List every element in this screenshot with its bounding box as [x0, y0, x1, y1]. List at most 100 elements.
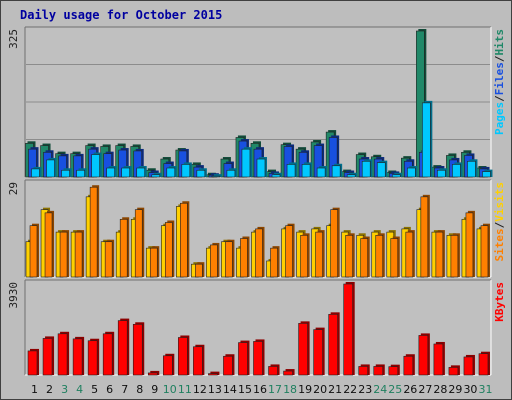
bar-kbytes-3-face	[57, 333, 68, 376]
x-tick-8: 8	[136, 383, 143, 396]
bar-kbytes-15-face	[238, 342, 248, 376]
bar-kbytes-12	[193, 344, 205, 376]
bar-sites-2-face	[44, 212, 53, 278]
legend-item-1-1: Pages	[493, 102, 506, 135]
bar-pages-17	[271, 172, 283, 178]
bar-sites-31	[480, 223, 490, 278]
bar-kbytes-8-face	[132, 323, 143, 376]
bar-pages-7	[121, 166, 132, 178]
bar-pages-19	[301, 162, 313, 178]
bar-kbytes-18	[283, 369, 295, 376]
bar-pages-12-face	[196, 169, 206, 178]
bar-pages-23	[361, 159, 373, 178]
bar-pages-26	[407, 166, 418, 178]
bar-pages-13-face	[211, 175, 221, 178]
x-tick-27: 27	[418, 383, 432, 396]
bar-pages-11	[181, 162, 192, 178]
bar-sites-24	[375, 233, 385, 278]
bar-pages-19-face	[301, 164, 311, 178]
legend-item-1-5: Hits	[493, 29, 506, 56]
x-tick-13: 13	[208, 383, 222, 396]
bar-kbytes-13-face	[208, 373, 218, 376]
bar-sites-14	[225, 239, 235, 278]
bar-sites-5	[89, 185, 100, 278]
bar-kbytes-10-face	[163, 355, 173, 376]
bar-pages-21-face	[331, 165, 341, 178]
bar-sites-22	[345, 233, 355, 278]
bar-sites-15-face	[240, 238, 248, 278]
bar-kbytes-1-face	[27, 350, 38, 376]
bar-sites-26-face	[405, 231, 414, 278]
bar-sites-26	[405, 230, 415, 278]
bar-kbytes-18-face	[283, 370, 293, 376]
bar-pages-4-face	[76, 169, 85, 178]
bar-pages-3-face	[61, 169, 70, 178]
x-tick-7: 7	[121, 383, 128, 396]
bar-sites-31-face	[480, 225, 489, 278]
x-tick-15: 15	[238, 383, 252, 396]
bar-kbytes-31-face	[478, 353, 489, 376]
bar-sites-19-face	[300, 235, 308, 278]
bar-pages-4	[76, 168, 87, 178]
bar-kbytes-3	[57, 331, 70, 376]
bar-kbytes-30	[463, 354, 475, 376]
x-tick-11: 11	[178, 383, 192, 396]
bar-sites-8-face	[134, 209, 143, 278]
bar-sites-18-face	[285, 225, 293, 278]
bar-pages-31-face	[482, 171, 491, 178]
bar-sites-30-face	[465, 212, 474, 278]
bar-pages-9-face	[151, 174, 161, 178]
bar-sites-14-face	[225, 241, 233, 278]
bar-sites-20	[315, 230, 325, 278]
bar-sites-27	[420, 194, 430, 278]
chart-title: Daily usage for October 2015	[20, 8, 222, 22]
bar-kbytes-25	[388, 364, 400, 376]
bar-pages-1	[31, 166, 42, 178]
bar-kbytes-22-face	[343, 283, 353, 376]
legend-item-1-3: Files	[493, 62, 506, 95]
bar-sites-29	[450, 233, 460, 278]
bar-sites-21	[330, 207, 340, 278]
bar-pages-10-face	[166, 167, 176, 178]
bar-sites-10-face	[164, 222, 173, 278]
legend-item-1-4: /	[493, 55, 506, 62]
bar-pages-18-face	[286, 164, 296, 178]
bar-sites-12	[195, 262, 205, 278]
bar-sites-7	[119, 217, 130, 278]
bar-pages-24	[376, 160, 388, 178]
bar-kbytes-24-face	[373, 366, 384, 376]
bar-kbytes-29-face	[448, 367, 459, 376]
bar-sites-6-face	[104, 241, 113, 278]
y-max-label-1: 325	[7, 29, 20, 49]
bar-pages-25	[391, 172, 403, 178]
bar-sites-27-face	[420, 196, 429, 278]
bar-kbytes-21	[328, 312, 340, 376]
bar-kbytes-13-shadow	[210, 371, 220, 375]
x-tick-4: 4	[76, 383, 83, 396]
bar-pages-30-face	[467, 160, 476, 178]
bar-pages-27-face	[422, 102, 431, 178]
x-tick-6: 6	[106, 383, 113, 396]
bar-pages-22	[346, 172, 358, 178]
bar-kbytes-2	[42, 336, 55, 376]
legend-3: KBytes	[493, 282, 506, 322]
bar-sites-5-face	[89, 186, 98, 278]
bar-pages-6	[106, 166, 117, 178]
bar-sites-13	[210, 242, 220, 278]
bar-pages-9	[151, 172, 162, 178]
bar-kbytes-27	[418, 333, 430, 376]
bar-pages-5	[91, 152, 102, 178]
x-tick-19: 19	[298, 383, 312, 396]
bar-kbytes-30-face	[463, 356, 474, 376]
bar-kbytes-6-face	[102, 333, 113, 376]
legend-1: Pages/Files/Hits	[493, 29, 506, 135]
bar-pages-1-face	[31, 168, 40, 178]
panel-2: 29 Sites/Visits	[7, 179, 506, 278]
bar-sites-20-face	[315, 231, 323, 278]
x-tick-25: 25	[388, 383, 402, 396]
bar-kbytes-17-face	[268, 366, 278, 376]
bar-sites-24-face	[375, 235, 384, 278]
x-tick-24: 24	[373, 383, 387, 396]
bar-sites-1-face	[29, 225, 38, 278]
